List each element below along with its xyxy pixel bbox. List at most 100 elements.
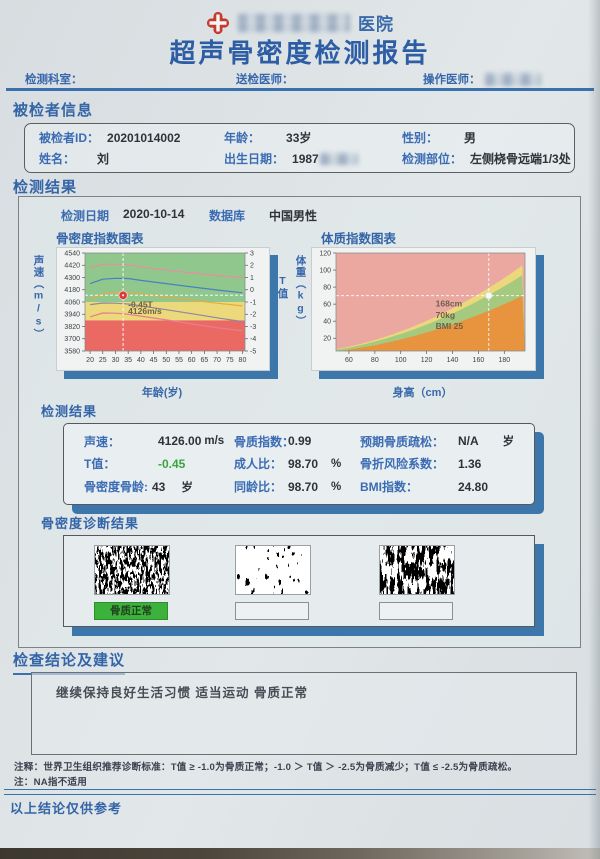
measurement-tvalue: T值： -0.45: [84, 453, 234, 476]
peer-pct-unit: %: [331, 480, 342, 493]
fracture-risk-value: 1.36: [458, 456, 482, 471]
section-title-patient: 被检者信息: [13, 102, 94, 119]
patient-sex-value: 男: [464, 131, 477, 145]
bone-texture-osteoporosis: [379, 545, 455, 620]
bone-chart-ylabel: 声速（m/s）: [32, 255, 45, 340]
svg-text:4300: 4300: [64, 275, 80, 282]
svg-text:-0.45T: -0.45T: [128, 299, 153, 309]
hospital-suffix: 医院: [358, 15, 394, 34]
bmi-value: 24.80: [458, 479, 489, 494]
patient-sex-label: 性别：: [402, 131, 439, 145]
redacted-operator-name: [484, 72, 541, 86]
red-cross-icon: [206, 11, 230, 34]
expected-op-label: 预期骨质疏松：: [360, 434, 445, 449]
svg-text:40: 40: [137, 357, 145, 364]
operator-label-text: 操作医师：: [423, 74, 481, 86]
svg-text:-1: -1: [250, 299, 256, 306]
sos-value: 4126.00: [158, 434, 202, 449]
svg-text:80: 80: [371, 357, 379, 364]
patient-name-value: 刘: [97, 152, 110, 166]
patient-site: 检测部位： 左侧桡骨远端1/3处: [402, 150, 574, 167]
database-value: 中国男性: [269, 209, 318, 223]
svg-text:50: 50: [162, 357, 170, 364]
patient-id-value: 20201014002: [107, 130, 181, 145]
svg-text:65: 65: [200, 357, 208, 364]
patient-name-label: 姓名：: [39, 152, 76, 166]
svg-text:2: 2: [250, 263, 254, 270]
bmi-label: BMI指数：: [360, 480, 418, 495]
results-panel: 检测日期 2020-10-14 数据库 中国男性 骨密度指数图表 体质指数图表 …: [18, 196, 581, 648]
page-title: 超声骨密度检测报告: [169, 38, 431, 68]
header-divider: [6, 88, 594, 91]
svg-text:3700: 3700: [64, 336, 80, 343]
bmi-chart: 168cm 70kg BMI 25 20 40 60 80 100 120 60 80 100 120 1…: [311, 247, 536, 371]
measurement-bone-index: 骨质指数： 0.99: [234, 430, 360, 453]
measurement-adult-pct: 成人比： 98.70%: [234, 453, 360, 476]
svg-text:20: 20: [323, 336, 331, 343]
svg-text:1: 1: [250, 275, 254, 282]
bone-texture-image-2: [235, 545, 311, 595]
disclaimer-text: 以上结论仅供参考: [10, 801, 123, 816]
patient-age-value: 33岁: [286, 131, 312, 145]
svg-text:4420: 4420: [64, 263, 80, 270]
patient-name: 姓名： 刘: [39, 150, 224, 167]
adult-pct-unit: %: [331, 457, 342, 470]
svg-text:75: 75: [226, 357, 234, 364]
footnote-na: 注：NA指不适用: [14, 777, 88, 788]
bmi-chart-title: 体质指数图表: [321, 232, 397, 246]
bone-index-value: 0.99: [288, 434, 312, 449]
bone-texture-normal: 骨质正常: [94, 545, 170, 620]
footnote-who-standard: 注释：世界卫生组织推荐诊断标准：T值 ≥ -1.0为骨质正常；-1.0 ＞ T值…: [14, 762, 518, 773]
svg-text:-5: -5: [250, 348, 256, 355]
svg-text:120: 120: [319, 250, 331, 257]
svg-text:4126m/s: 4126m/s: [128, 306, 162, 316]
diagnosis-result-badge: 骨质正常: [94, 602, 168, 620]
svg-text:30: 30: [112, 357, 120, 364]
patient-site-label: 检测部位：: [402, 152, 463, 166]
svg-text:180: 180: [498, 357, 510, 364]
svg-text:0: 0: [250, 287, 254, 294]
bmi-chart-ylabel: 体重（kg）: [294, 255, 307, 327]
test-date-value: 2020-10-14: [123, 207, 185, 221]
patient-info-box: 被检者ID： 20201014002 年龄： 33岁 性别： 男 姓名： 刘 出…: [24, 123, 575, 173]
redacted-birthdate: [319, 152, 358, 165]
svg-text:60: 60: [345, 357, 353, 364]
svg-text:100: 100: [395, 357, 407, 364]
svg-text:70kg: 70kg: [436, 310, 455, 320]
adult-pct-value: 98.70: [288, 456, 319, 471]
svg-text:-3: -3: [250, 324, 256, 331]
diagnosis-label-3: [379, 602, 453, 620]
svg-text:80: 80: [239, 357, 247, 364]
diagnosis-label-2: [235, 602, 309, 620]
svg-text:-2: -2: [250, 312, 256, 319]
test-date-row: 检测日期 2020-10-14 数据库 中国男性: [19, 207, 580, 223]
peer-pct-value: 98.70: [288, 479, 319, 494]
svg-text:25: 25: [99, 357, 107, 364]
svg-text:160: 160: [473, 357, 485, 364]
bone-age-label: 骨密度骨龄:: [84, 480, 148, 495]
svg-text:40: 40: [323, 319, 331, 326]
svg-text:4540: 4540: [64, 250, 80, 257]
patient-dob: 出生日期： 1987: [224, 150, 402, 167]
svg-text:168cm: 168cm: [436, 299, 463, 309]
photo-edge-shadow: [0, 848, 600, 859]
t-value: -0.45: [158, 456, 186, 471]
conclusion-text: 继续保持良好生活习惯 适当运动 骨质正常: [56, 686, 308, 700]
sos-unit: m/s: [204, 435, 225, 448]
operator-label: 操作医师：: [423, 71, 541, 87]
measurement-sos: 声速： 4126.00 m/s: [84, 430, 234, 453]
svg-text:140: 140: [447, 357, 459, 364]
svg-text:4060: 4060: [64, 299, 80, 306]
patient-age: 年龄： 33岁: [224, 129, 402, 146]
patient-id: 被检者ID： 20201014002: [39, 129, 224, 146]
hospital-header: 医院: [0, 10, 600, 35]
measurement-bmi: BMI指数： 24.80: [360, 475, 534, 498]
svg-text:45: 45: [150, 357, 158, 364]
svg-text:20: 20: [86, 357, 94, 364]
svg-text:80: 80: [323, 284, 331, 291]
expected-op-value: N/A: [458, 434, 479, 449]
conclusion-box: 继续保持良好生活习惯 适当运动 骨质正常: [31, 672, 577, 755]
patient-dob-value: 1987: [292, 151, 319, 166]
bone-texture-osteopenia: [235, 545, 311, 620]
patient-id-label: 被检者ID：: [39, 131, 100, 145]
